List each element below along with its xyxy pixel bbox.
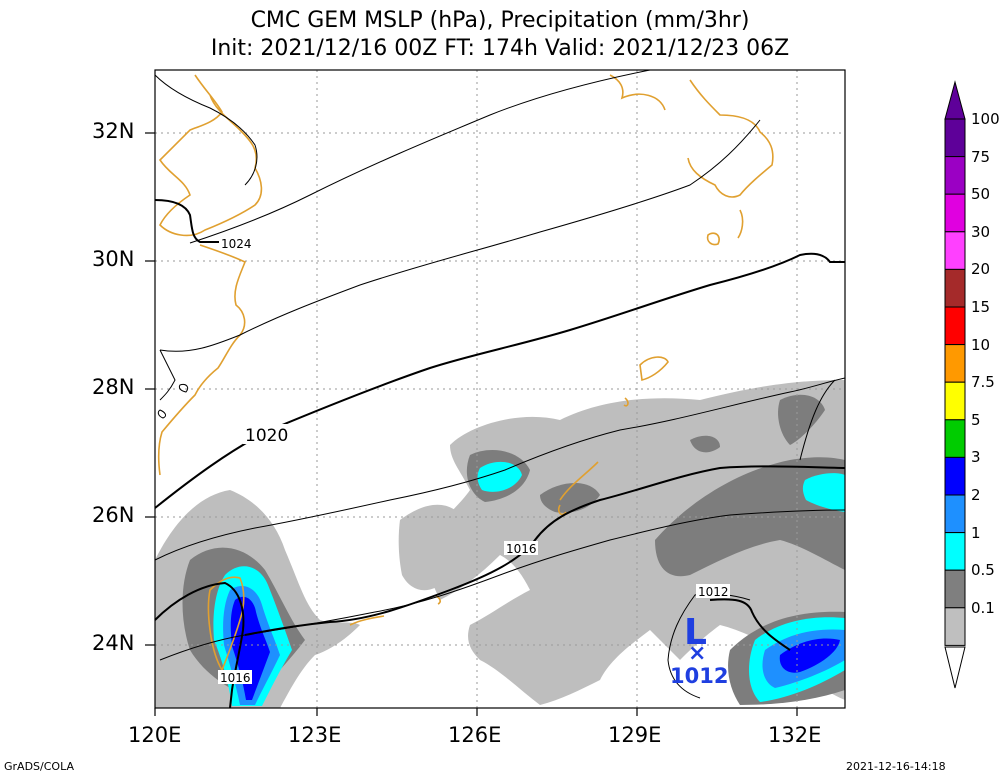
lat-label-24n: 24N bbox=[92, 631, 135, 655]
tick-marks bbox=[145, 132, 798, 716]
colorbar-label: 75 bbox=[971, 147, 991, 166]
lon-label-126e: 126E bbox=[448, 723, 502, 747]
colorbar-label: 10 bbox=[971, 335, 991, 354]
lon-label-120e: 120E bbox=[128, 723, 182, 747]
low-pressure-marker: × bbox=[688, 641, 707, 666]
isobar-label-1016-south: 1016 bbox=[220, 671, 251, 685]
colorbar-box bbox=[944, 156, 966, 195]
colorbar-box bbox=[944, 268, 966, 308]
isobar-label-1024: 1024 bbox=[221, 237, 252, 251]
colorbar-box bbox=[944, 607, 966, 646]
colorbar-label: 5 bbox=[971, 410, 981, 429]
lat-label-30n: 30N bbox=[92, 247, 135, 271]
isobar-label-1012: 1012 bbox=[698, 585, 729, 599]
footer-left: GrADS/COLA bbox=[4, 760, 74, 773]
colorbar-box bbox=[944, 494, 966, 534]
colorbar-box bbox=[944, 118, 966, 158]
low-pressure-letter: L bbox=[684, 612, 707, 653]
lat-label-26n: 26N bbox=[92, 503, 135, 527]
isobar-label-1016: 1016 bbox=[506, 542, 537, 556]
colorbar-label: 100 bbox=[971, 110, 1000, 128]
lat-label-28n: 28N bbox=[92, 375, 135, 399]
colorbar-box bbox=[944, 419, 966, 458]
colorbar-label: 50 bbox=[971, 185, 991, 204]
map-title: CMC GEM MSLP (hPa), Precipitation (mm/3h… bbox=[250, 8, 750, 33]
map-subtitle: Init: 2021/12/16 00Z FT: 174h Valid: 202… bbox=[210, 36, 790, 61]
colorbar-box bbox=[944, 381, 966, 421]
isobar-labels: 1024 1020 1016 1012 1016 bbox=[218, 236, 730, 685]
colorbar-bottom-arrow bbox=[944, 646, 966, 689]
colorbar-label: 7.5 bbox=[971, 373, 995, 392]
colorbar-box bbox=[944, 306, 966, 346]
lon-label-129e: 129E bbox=[608, 723, 662, 747]
coastlines bbox=[157, 74, 774, 672]
colorbar-label: 3 bbox=[971, 448, 981, 467]
colorbar-box bbox=[944, 344, 966, 383]
colorbar-box bbox=[944, 231, 966, 270]
colorbar-top-arrow bbox=[944, 80, 966, 120]
lon-label-123e: 123E bbox=[288, 723, 342, 747]
isobars-thin bbox=[154, 69, 846, 699]
colorbar-box bbox=[944, 456, 966, 496]
low-pressure-value: 1012 bbox=[670, 664, 729, 688]
lat-label-32n: 32N bbox=[92, 119, 135, 143]
footer-right: 2021-12-16-14:18 bbox=[846, 760, 946, 773]
colorbar-label: 0.5 bbox=[971, 561, 995, 580]
colorbar-box bbox=[944, 532, 966, 571]
colorbar-label: 0.1 bbox=[971, 598, 995, 617]
colorbar-box bbox=[944, 569, 966, 609]
colorbar-box bbox=[944, 193, 966, 233]
colorbar-label: 20 bbox=[971, 260, 991, 279]
colorbar-label: 2 bbox=[971, 486, 981, 504]
colorbar-label: 1 bbox=[971, 523, 981, 542]
lon-label-132e: 132E bbox=[768, 723, 822, 747]
isobar-label-1020: 1020 bbox=[245, 426, 288, 446]
colorbar-label: 15 bbox=[971, 298, 991, 316]
colorbar-label: 30 bbox=[971, 222, 991, 241]
grid-lines bbox=[155, 70, 845, 708]
